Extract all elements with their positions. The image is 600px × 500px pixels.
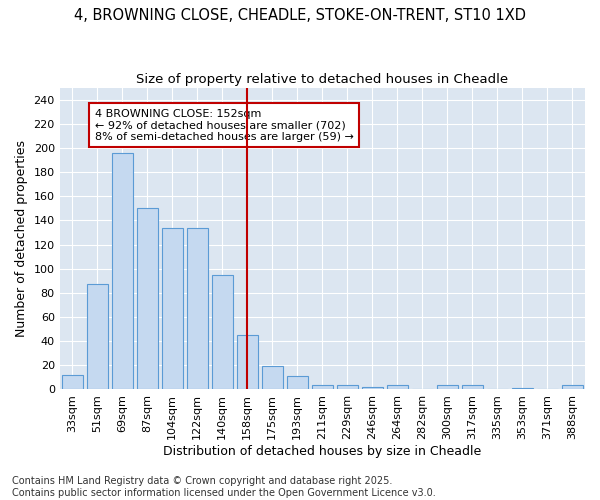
Text: 4 BROWNING CLOSE: 152sqm
← 92% of detached houses are smaller (702)
8% of semi-d: 4 BROWNING CLOSE: 152sqm ← 92% of detach… [95, 108, 353, 142]
Bar [112, 153, 133, 389]
Bar [287, 376, 308, 389]
Bar [86, 284, 108, 389]
Title: Size of property relative to detached houses in Cheadle: Size of property relative to detached ho… [136, 72, 508, 86]
Bar [262, 366, 283, 389]
Bar [512, 388, 533, 389]
Bar [187, 228, 208, 389]
Bar [562, 386, 583, 389]
Bar [62, 374, 83, 389]
Text: 4, BROWNING CLOSE, CHEADLE, STOKE-ON-TRENT, ST10 1XD: 4, BROWNING CLOSE, CHEADLE, STOKE-ON-TRE… [74, 8, 526, 22]
Bar [236, 335, 258, 389]
Bar [212, 274, 233, 389]
Bar [161, 228, 183, 389]
Y-axis label: Number of detached properties: Number of detached properties [15, 140, 28, 337]
Bar [362, 386, 383, 389]
Bar [437, 386, 458, 389]
Bar [462, 386, 483, 389]
Bar [337, 386, 358, 389]
Text: Contains HM Land Registry data © Crown copyright and database right 2025.
Contai: Contains HM Land Registry data © Crown c… [12, 476, 436, 498]
Bar [137, 208, 158, 389]
Bar [312, 386, 333, 389]
Bar [387, 386, 408, 389]
X-axis label: Distribution of detached houses by size in Cheadle: Distribution of detached houses by size … [163, 444, 481, 458]
